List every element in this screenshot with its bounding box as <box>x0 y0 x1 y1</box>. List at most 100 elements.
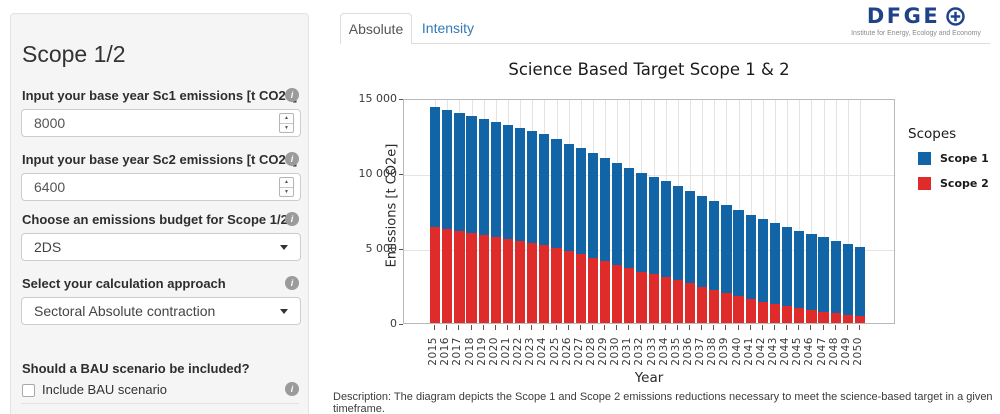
logo-subtitle: Institute for Energy, Ecology and Econom… <box>851 30 981 37</box>
bar-scope1-2023 <box>527 130 538 243</box>
x-tick-label: 2046 <box>803 337 816 366</box>
bar-scope2-2046 <box>806 310 817 323</box>
bar-scope1-2037 <box>697 196 708 287</box>
spinner-up-icon[interactable]: ▲ <box>280 114 293 124</box>
legend-title: Scopes <box>908 126 957 142</box>
x-tick-label: 2047 <box>815 337 828 366</box>
x-tick-label: 2028 <box>584 337 597 366</box>
bar-scope2-2041 <box>745 299 756 323</box>
bar-scope1-2015 <box>430 107 441 227</box>
bar-scope1-2018 <box>466 115 477 233</box>
x-tick-label: 2024 <box>536 337 549 366</box>
tab-absolute[interactable]: Absolute <box>340 13 412 44</box>
info-icon[interactable]: i <box>285 212 299 226</box>
bar-scope1-2021 <box>502 124 514 239</box>
scope-settings-panel: Scope 1/2 Input your base year Sc1 emiss… <box>10 13 309 414</box>
spinner-up-icon[interactable]: ▲ <box>280 178 293 188</box>
x-axis-label: Year <box>634 370 664 386</box>
logo-text: DFGE <box>866 4 941 28</box>
gridline <box>859 100 861 323</box>
x-tick-mark <box>846 325 848 330</box>
x-tick-mark <box>774 325 775 330</box>
legend-label-scope2: Scope 2 <box>940 177 989 190</box>
info-icon[interactable]: i <box>285 88 299 102</box>
bar-scope2-2048 <box>830 313 841 323</box>
approach-selected-value: Sectoral Absolute contraction <box>34 303 216 319</box>
x-tick-label: 2035 <box>669 337 682 366</box>
x-tick-mark <box>604 325 606 330</box>
x-tick-mark <box>555 325 557 330</box>
gridline <box>750 100 752 323</box>
bar-scope1-2034 <box>660 180 671 277</box>
bar-scope1-2044 <box>782 226 793 307</box>
sc1-emissions-input[interactable] <box>21 109 301 137</box>
bar-scope2-2049 <box>842 314 853 323</box>
x-tick-label: 2037 <box>694 337 707 366</box>
y-tick-mark <box>399 99 403 100</box>
legend-swatch-scope1 <box>918 152 931 165</box>
x-tick-label: 2030 <box>609 337 622 366</box>
bar-scope2-2034 <box>660 276 671 323</box>
x-tick-label: 2022 <box>512 337 525 366</box>
spinner-down-icon[interactable]: ▼ <box>284 125 289 131</box>
dfge-logo: DFGE Institute for Energy, Ecology and E… <box>840 4 992 37</box>
info-icon[interactable]: i <box>285 382 299 396</box>
bar-scope2-2038 <box>709 290 720 323</box>
bar-scope2-2031 <box>624 268 635 323</box>
bar-scope2-2026 <box>563 251 574 323</box>
bar-scope2-2028 <box>587 257 599 323</box>
chart-title: Science Based Target Scope 1 & 2 <box>508 60 790 79</box>
bar-scope2-2044 <box>782 306 793 323</box>
x-tick-label: 2016 <box>439 337 452 366</box>
x-tick-label: 2031 <box>621 337 634 366</box>
info-icon[interactable]: i <box>285 276 299 290</box>
bar-scope2-2022 <box>514 240 526 323</box>
bar-scope2-2018 <box>466 232 477 323</box>
bau-checkbox-label[interactable]: Include BAU scenario <box>42 382 168 397</box>
bar-scope2-2036 <box>684 283 696 323</box>
spinner-down-icon[interactable]: ▼ <box>284 189 289 195</box>
x-tick-mark <box>446 325 448 330</box>
x-tick-mark <box>713 325 715 330</box>
x-tick-label: 2041 <box>742 337 755 366</box>
bar-scope2-2042 <box>757 301 768 323</box>
x-tick-label: 2019 <box>475 337 488 366</box>
chevron-down-icon <box>280 245 288 250</box>
x-tick-label: 2038 <box>706 337 719 366</box>
sc2-spinner[interactable]: ▲ ▼ <box>279 177 294 197</box>
gridline <box>847 100 849 323</box>
panel-title: Scope 1/2 <box>22 41 126 67</box>
sc2-emissions-input[interactable] <box>21 173 301 201</box>
bar-scope2-2043 <box>769 303 781 323</box>
bar-scope1-2040 <box>733 210 744 297</box>
y-tick-mark <box>399 174 403 175</box>
circle-plus-icon <box>946 6 965 26</box>
info-icon[interactable]: i <box>285 152 299 166</box>
x-tick-label: 2023 <box>524 337 537 366</box>
x-tick-mark <box>664 325 666 330</box>
x-tick-mark <box>616 325 618 330</box>
x-tick-label: 2018 <box>463 337 476 366</box>
tab-intensity[interactable]: Intensity <box>421 20 475 36</box>
bar-scope1-2027 <box>575 147 586 254</box>
bar-scope1-2046 <box>806 234 817 311</box>
x-tick-mark <box>567 325 569 330</box>
budget-select[interactable]: 2DS <box>21 233 301 261</box>
budget-selected-value: 2DS <box>34 239 62 255</box>
y-tick-label: 10 000 <box>358 167 398 180</box>
bar-scope1-2022 <box>514 127 526 241</box>
x-tick-label: 2021 <box>499 337 512 366</box>
legend-label-scope1: Scope 1 <box>940 152 989 165</box>
gridline <box>811 100 813 323</box>
x-tick-mark <box>519 325 521 330</box>
sc1-spinner[interactable]: ▲ ▼ <box>279 113 294 133</box>
x-tick-label: 2034 <box>657 337 670 366</box>
approach-select[interactable]: Sectoral Absolute contraction <box>21 297 301 325</box>
bar-scope2-2025 <box>551 248 562 323</box>
bar-scope2-2045 <box>794 308 805 323</box>
divider <box>21 403 299 404</box>
x-tick-mark <box>652 325 654 330</box>
x-tick-mark <box>798 325 800 330</box>
sbt-chart: Science Based Target Scope 1 & 2 Emissio… <box>330 50 1000 395</box>
bau-checkbox[interactable] <box>22 384 35 397</box>
